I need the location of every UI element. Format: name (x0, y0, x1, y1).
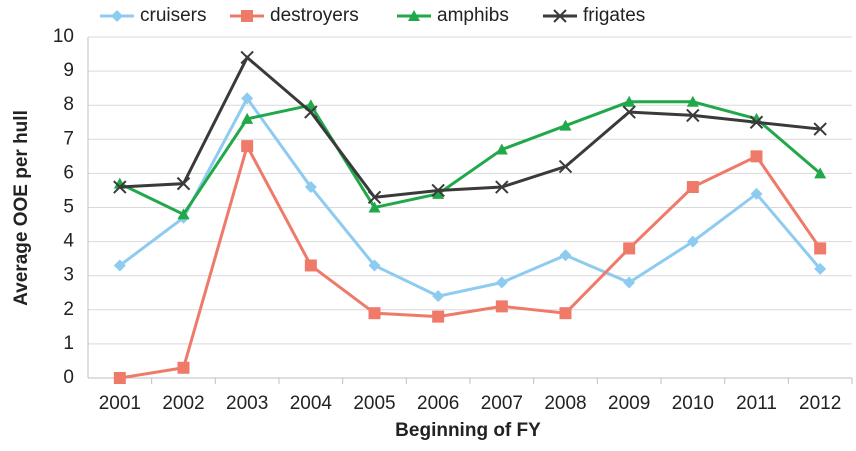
point (368, 307, 381, 320)
series-line (118, 95, 822, 298)
point (623, 95, 636, 107)
point (304, 105, 318, 119)
x-tick-label: 2006 (417, 393, 459, 414)
point (559, 307, 572, 320)
point (623, 276, 636, 289)
point (241, 112, 254, 124)
x-tick-label: 2002 (162, 393, 204, 414)
series-line (119, 55, 821, 199)
y-axis-title: Average OOE per hull (11, 110, 32, 306)
legend-label: frigates (583, 5, 645, 26)
legend-label: amphibs (437, 5, 509, 26)
point (686, 235, 699, 248)
point (304, 99, 317, 111)
point (686, 181, 699, 194)
legend-marker (111, 10, 123, 22)
x-tick-label: 2003 (226, 393, 268, 414)
point (113, 259, 126, 272)
series-line (119, 142, 822, 380)
point (559, 249, 572, 262)
point (813, 122, 827, 136)
x-tick-label: 2012 (799, 393, 841, 414)
point (304, 181, 317, 194)
y-tick-label: 2 (63, 299, 74, 320)
point (495, 300, 508, 313)
point (622, 105, 636, 119)
y-tick-label: 6 (63, 162, 74, 183)
point (176, 176, 191, 191)
point (558, 159, 573, 174)
point (686, 95, 699, 107)
series-line (119, 100, 822, 217)
point (367, 190, 382, 204)
x-tick-label: 2007 (481, 393, 523, 414)
point (814, 262, 827, 275)
legend-marker (553, 9, 567, 23)
y-tick-label: 5 (63, 197, 74, 218)
point (432, 187, 445, 199)
point (113, 372, 126, 384)
point (432, 310, 445, 323)
point (177, 361, 190, 374)
point (431, 183, 445, 198)
y-tick-label: 0 (63, 367, 74, 388)
x-tick-label: 2004 (290, 393, 333, 414)
point (432, 290, 445, 303)
point (368, 201, 381, 213)
y-tick-label: 10 (53, 26, 74, 47)
y-tick-label: 3 (63, 265, 74, 286)
y-tick-label: 9 (63, 60, 74, 81)
x-tick-label: 2001 (99, 393, 141, 414)
y-tick-label: 7 (63, 128, 74, 149)
point (814, 167, 827, 179)
point (749, 115, 764, 129)
point (241, 140, 254, 153)
point (368, 259, 381, 272)
point (814, 242, 827, 255)
x-tick-label: 2009 (608, 393, 650, 414)
legend-marker (408, 10, 420, 21)
x-tick-label: 2011 (736, 393, 777, 414)
y-tick-label: 1 (63, 333, 74, 354)
point (495, 180, 509, 194)
point (623, 242, 636, 255)
point (304, 259, 317, 272)
point (495, 143, 508, 155)
legend-marker (241, 10, 253, 22)
x-tick-label: 2010 (672, 393, 714, 414)
legend-label: cruisers (140, 5, 207, 26)
point (750, 150, 763, 163)
point (177, 208, 190, 220)
point (495, 276, 508, 289)
x-tick-label: 2005 (353, 393, 395, 414)
y-tick-label: 4 (63, 231, 74, 252)
point (686, 108, 700, 123)
point (113, 180, 127, 194)
x-axis-title: Beginning of FY (395, 420, 541, 441)
legend-label: destroyers (270, 5, 359, 26)
point (559, 119, 572, 131)
x-tick-label: 2008 (544, 393, 586, 414)
point (240, 50, 254, 65)
point (750, 187, 763, 200)
point (241, 92, 254, 105)
y-tick-label: 8 (63, 94, 74, 115)
